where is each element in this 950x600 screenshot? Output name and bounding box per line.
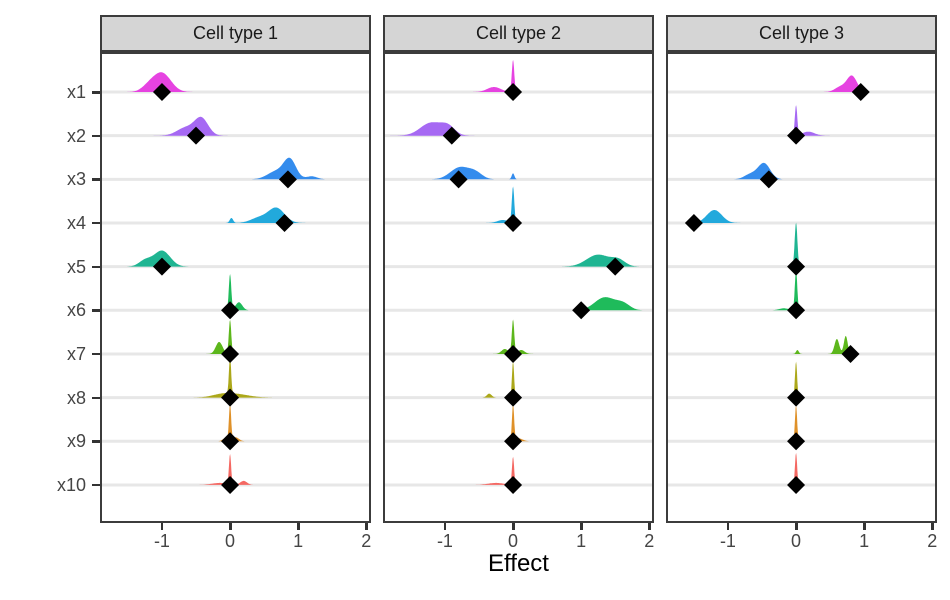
point-x6 [221,301,240,320]
facet-panel-3 [666,52,937,523]
x-tick [931,523,934,530]
point-x2 [187,126,206,145]
x-tick [160,523,164,530]
y-axis-label-x2: x2 [66,125,86,146]
x-tick [365,523,368,530]
x-tick-label: 1 [293,531,304,551]
point-x2 [442,126,461,145]
y-axis-label-x7: x7 [66,343,86,364]
point-x2 [787,126,806,145]
y-axis-label-x3: x3 [66,169,86,190]
point-x4 [275,213,294,232]
x-tick [726,523,730,530]
panel-border [100,52,371,523]
x-tick-label: -1 [719,531,736,551]
y-axis-label-x8: x8 [66,387,86,408]
point-x4 [504,213,523,232]
y-tick [92,134,100,138]
x-tick [580,523,583,530]
point-x8 [504,388,523,407]
y-axis-label-x5: x5 [66,256,86,277]
point-x8 [221,388,240,407]
point-x5 [606,257,625,276]
x-tick-label: 2 [361,531,372,551]
point-x10 [787,475,806,494]
facet-strip-cell-type-1: Cell type 1 [100,15,371,52]
y-axis-label-x10: x10 [56,474,86,495]
y-tick [92,483,100,487]
panel-border [383,52,654,523]
x-tick [229,523,232,530]
facet-title: Cell type 1 [192,23,279,43]
point-x7 [504,344,523,363]
density-x6 [383,297,654,311]
y-axis-label-x4: x4 [66,212,86,233]
point-x1 [152,83,171,101]
density-x3 [383,166,654,180]
x-tick-label: 0 [508,531,519,551]
y-tick [92,178,100,181]
x-axis-title: Effect [488,550,549,577]
point-x5 [787,257,806,276]
y-axis-label-x1: x1 [66,82,86,102]
point-x5 [152,257,171,276]
point-x1 [504,83,523,101]
x-tick [648,523,651,530]
y-axis-label-x9: x9 [66,431,86,452]
point-x3 [759,170,778,189]
point-x7 [841,344,860,363]
x-tick-label: -1 [153,531,170,551]
facet-panel-2 [383,52,654,523]
x-tick-label: 2 [927,531,938,551]
facet-title: Cell type 3 [758,23,845,43]
point-x10 [504,475,523,494]
y-tick [92,352,100,356]
y-tick [92,91,100,94]
x-tick [443,523,447,530]
point-x9 [221,432,240,451]
x-tick-label: 2 [644,531,655,551]
density-x1 [100,72,371,92]
panel-background [666,52,937,523]
density-x5 [383,254,654,267]
x-tick-label: -1 [436,531,453,551]
point-x8 [787,388,806,407]
point-x1 [851,83,870,101]
point-x6 [787,301,806,320]
point-x4 [684,213,703,232]
y-tick [92,265,100,269]
density-x5 [100,250,371,267]
x-tick [863,523,866,530]
y-tick [92,309,100,312]
x-tick [297,523,300,530]
y-tick [92,396,100,400]
y-tick [92,440,100,443]
x-tick-label: 1 [859,531,870,551]
y-axis-label-x6: x6 [66,300,86,321]
point-x6 [572,301,591,320]
facet-strip-cell-type-2: Cell type 2 [383,15,654,52]
x-tick-label: 0 [791,531,802,551]
point-x3 [278,170,297,189]
point-x7 [221,344,240,363]
point-x3 [449,170,468,189]
y-tick [92,221,100,225]
x-tick [795,523,798,530]
point-x10 [221,475,240,494]
x-tick [512,523,515,530]
panel-border [666,52,937,523]
facet-strip-cell-type-3: Cell type 3 [666,15,937,52]
point-x9 [787,432,806,451]
facet-panel-1 [100,52,371,523]
panel-background [100,52,371,523]
x-tick-label: 0 [225,531,236,551]
x-tick-label: 1 [576,531,587,551]
point-x9 [504,432,523,451]
density-x4 [666,210,937,223]
facet-title: Cell type 2 [475,23,562,43]
panel-background [383,52,654,523]
